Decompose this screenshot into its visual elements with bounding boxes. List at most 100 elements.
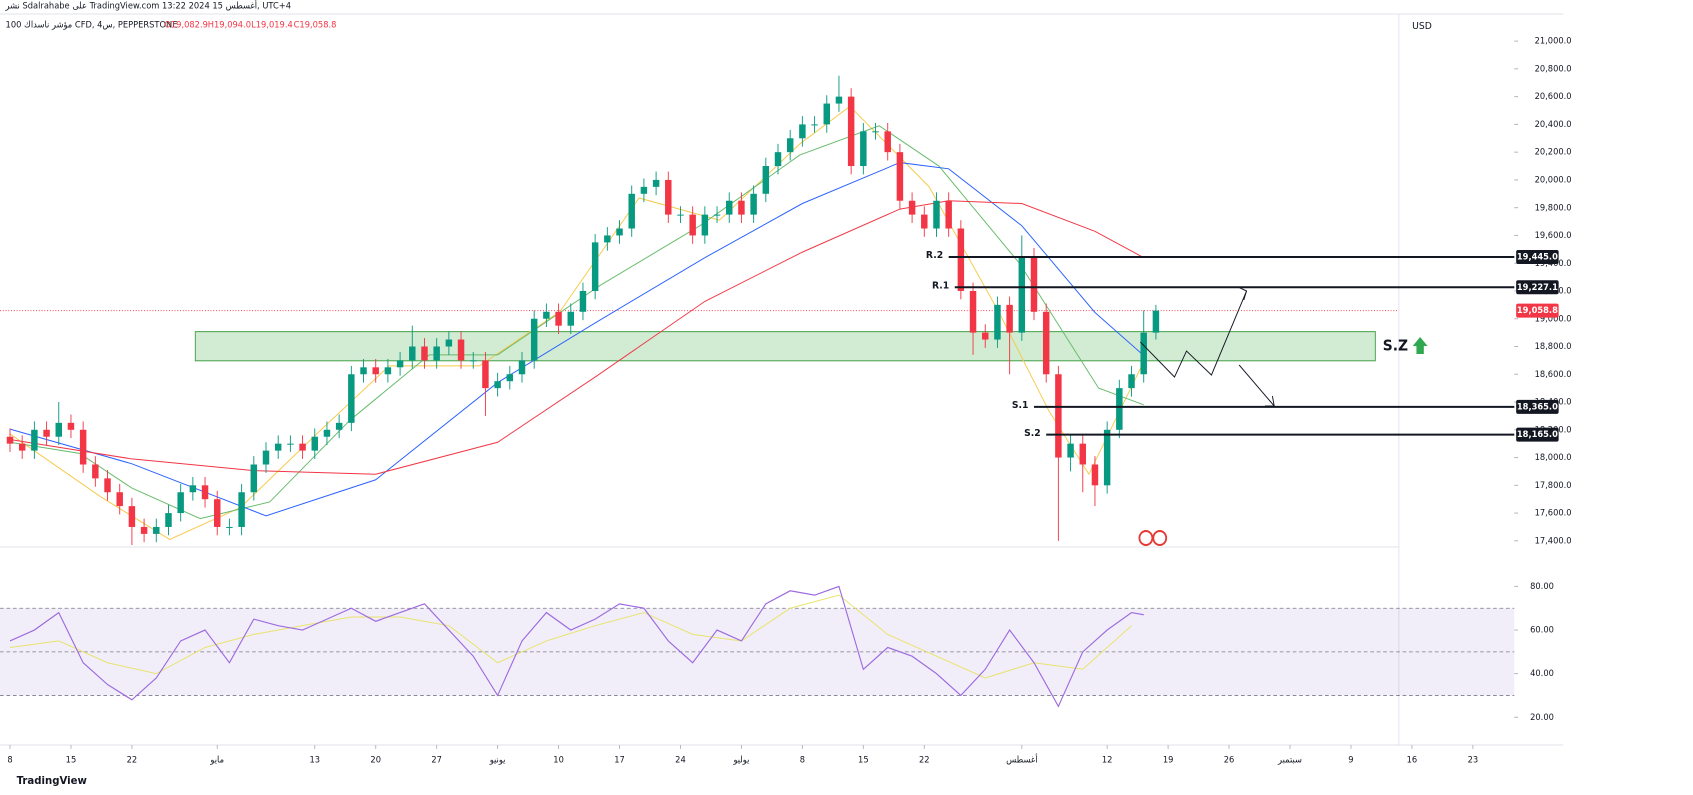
candle-body — [1055, 374, 1062, 458]
x-tick-label: 24 — [675, 755, 686, 765]
currency-label: USD — [1412, 21, 1432, 32]
candle-body — [335, 422, 343, 430]
publisher: نشر Sdalrahabe على TradingView.com 13:22… — [5, 0, 292, 12]
candle-body — [250, 464, 258, 493]
candle-body — [957, 228, 965, 291]
candle-body — [994, 304, 1001, 340]
y-tick-label: 19,600.0 — [1535, 231, 1572, 241]
candle-body — [165, 513, 172, 527]
projection-down — [1238, 364, 1275, 407]
candle-body — [1042, 311, 1050, 375]
level-label-box — [1516, 399, 1559, 414]
x-tick-label: 12 — [1102, 755, 1113, 765]
x-tick-label: 27 — [431, 755, 442, 765]
candle-body — [738, 200, 745, 215]
x-tick-label: 20 — [370, 755, 381, 765]
candle-body — [67, 422, 75, 430]
low-value: L19,019.4 — [251, 20, 293, 30]
candle-body — [1116, 388, 1123, 430]
rsi-tick-label: 20.00 — [1530, 713, 1554, 723]
support-zone — [194, 331, 1376, 362]
candle-body — [177, 492, 184, 514]
candle-body — [140, 526, 148, 534]
candle-body — [6, 436, 14, 444]
x-tick-label: أغسطس — [1006, 753, 1037, 765]
event-icon — [1138, 530, 1154, 546]
candle-body — [652, 179, 660, 187]
candle-body — [372, 367, 379, 375]
candle-body — [969, 290, 977, 333]
candle-body — [482, 360, 489, 389]
rsi-tick-label: 60.00 — [1530, 625, 1554, 635]
candle-body — [445, 339, 453, 347]
last-price-label: 19,058.8 — [1517, 306, 1558, 316]
close-value: C19,058.8 — [294, 20, 337, 30]
candle-body — [567, 311, 574, 326]
high-value: H19,094.0 — [208, 20, 251, 30]
level-label-box — [1516, 280, 1559, 295]
candle-body — [470, 360, 477, 362]
candle-body — [640, 186, 648, 194]
level-label-box — [1516, 249, 1559, 264]
x-tick-label: سبتمبر — [1277, 755, 1302, 765]
y-tick-label: 21,000.0 — [1535, 36, 1572, 46]
x-tick-label: 10 — [553, 755, 564, 765]
y-tick-label: 19,800.0 — [1535, 203, 1572, 213]
level-label: 19,227.1 — [1517, 283, 1558, 293]
candle-body — [872, 131, 879, 133]
x-tick-label: 19 — [1163, 755, 1174, 765]
level-label: 19,445.0 — [1517, 252, 1558, 262]
candle-body — [591, 242, 599, 291]
candle-body — [384, 367, 392, 375]
candle-body — [726, 200, 733, 215]
candle-body — [226, 526, 233, 528]
candle-body — [201, 485, 209, 500]
candle-body — [457, 339, 465, 361]
candle-body — [786, 138, 794, 153]
candle-body — [628, 193, 635, 229]
candle-body — [774, 152, 782, 167]
x-tick-label: مايو — [209, 755, 224, 765]
candle-body — [396, 360, 404, 368]
y-tick-label: 20,000.0 — [1535, 175, 1572, 185]
y-tick-label: 18,800.0 — [1535, 342, 1572, 352]
event-icon — [1152, 530, 1168, 546]
candle-body — [543, 311, 550, 319]
candle-body — [1079, 443, 1086, 465]
y-tick-label: 17,600.0 — [1535, 508, 1572, 518]
price-pane — [0, 75, 1399, 545]
candle-body — [421, 346, 428, 361]
x-tick-label: 15 — [858, 755, 869, 765]
x-tick-label: 17 — [614, 755, 625, 765]
candle-body — [128, 506, 136, 527]
background — [0, 0, 1563, 795]
candle-body — [701, 214, 709, 236]
x-tick-label: يوليو — [733, 755, 750, 765]
candle-body — [762, 166, 770, 194]
x-tick-label: 23 — [1468, 755, 1479, 765]
rsi-pane — [0, 585, 1515, 708]
candle-body — [530, 318, 538, 361]
candle-body — [189, 485, 197, 493]
y-tick-label: 18,600.0 — [1535, 370, 1572, 380]
up-arrow-icon — [1412, 337, 1428, 354]
y-tick-label: 17,800.0 — [1535, 481, 1572, 491]
candle-body — [908, 200, 916, 215]
candle-body — [323, 429, 331, 437]
candle-body — [665, 179, 672, 215]
candle-body — [55, 422, 62, 437]
candle-body — [616, 228, 623, 236]
candle-body — [104, 478, 111, 493]
candle-body — [1103, 429, 1111, 486]
moving-average — [9, 125, 1144, 520]
symbol: 100 مؤشر ناسداك CFD, 4س, PEPPERSTONE — [6, 20, 178, 30]
candle-body — [238, 492, 245, 527]
candle-body — [1140, 332, 1147, 375]
candle-body — [299, 443, 306, 451]
candle-body — [518, 360, 526, 375]
x-tick-label: 26 — [1224, 755, 1235, 765]
level-name: S.2 — [1024, 427, 1041, 438]
y-tick-label: 20,800.0 — [1535, 64, 1572, 74]
candle-body — [896, 152, 904, 201]
